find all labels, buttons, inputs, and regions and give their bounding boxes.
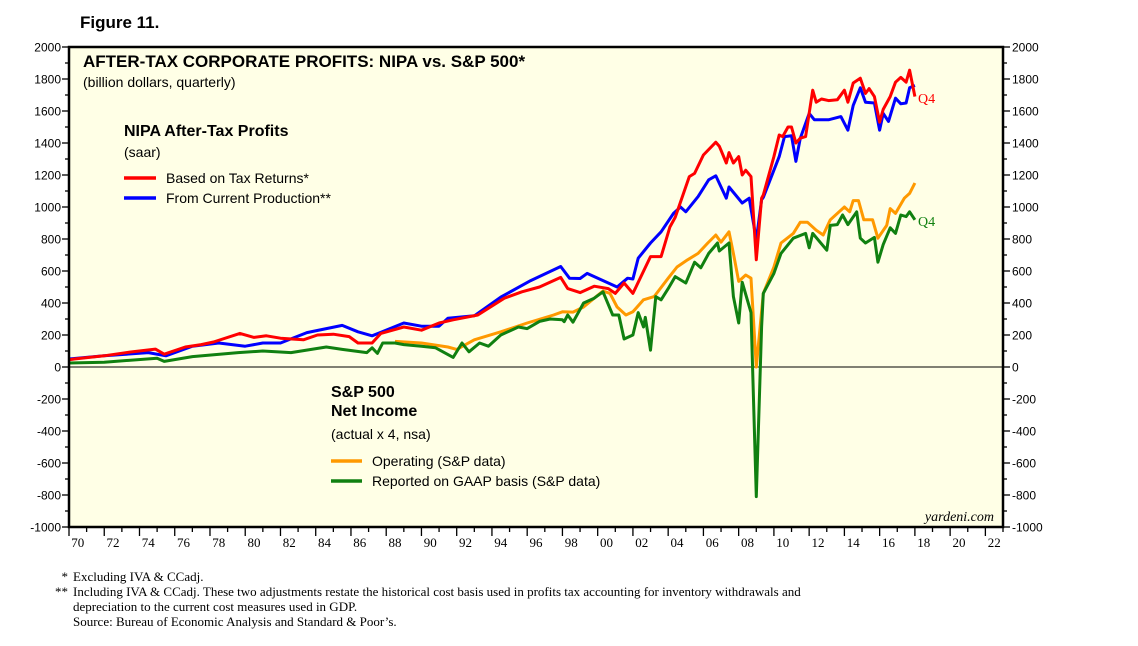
x-tick-label: 96: [530, 535, 544, 550]
series-line-operating-s-p-data: [394, 182, 917, 369]
x-tick-label: 76: [177, 535, 191, 550]
x-tick-label: 92: [459, 535, 472, 550]
x-tick-label: 88: [389, 535, 402, 550]
y-tick-label-right: 1400: [1012, 137, 1039, 151]
y-tick-label-right: 1800: [1012, 73, 1039, 87]
x-tick-label: 08: [741, 535, 754, 550]
legend-label-tax-returns: Based on Tax Returns*: [166, 170, 309, 186]
y-tick-label-left: -1000: [30, 521, 61, 535]
y-tick-label-left: 800: [41, 233, 61, 247]
x-tick-label: 10: [776, 535, 789, 550]
legend-label-operating: Operating (S&P data): [372, 453, 506, 469]
y-tick-label-right: -1000: [1012, 521, 1043, 535]
x-tick-label: 98: [565, 535, 578, 550]
x-tick-label: 84: [318, 535, 332, 550]
y-tick-label-left: 0: [54, 361, 61, 375]
footnotes: * Excluding IVA & CCadj. ** Including IV…: [55, 569, 801, 629]
y-tick-label-right: -800: [1012, 489, 1036, 503]
x-tick-label: 12: [811, 535, 824, 550]
x-tick-label: 78: [212, 535, 225, 550]
y-tick-label-left: -800: [37, 489, 61, 503]
legend-label-current-production: From Current Production**: [166, 190, 332, 206]
q4-label-green: Q4: [918, 215, 935, 230]
y-tick-label-left: 1200: [34, 169, 61, 183]
y-tick-label-right: -400: [1012, 425, 1036, 439]
y-tick-label-left: 1000: [34, 201, 61, 215]
axis-tick-labels: -1000 -1000 -800 -800 -600 -600 -400 -400 -200 -2…: [30, 41, 1043, 551]
series-line-reported-on-gaap-basis-s-p-data: [68, 210, 917, 499]
legend-sp-title-2: Net Income: [331, 403, 417, 420]
y-tick-label-left: -200: [37, 393, 61, 407]
x-tick-label: 90: [424, 535, 437, 550]
y-tick-label-left: -400: [37, 425, 61, 439]
legend-label-reported: Reported on GAAP basis (S&P data): [372, 473, 600, 489]
y-tick-label-right: 2000: [1012, 41, 1039, 55]
legend-sp-title: S&P 500: [331, 384, 395, 401]
y-tick-label-left: -600: [37, 457, 61, 471]
x-tick-label: 14: [847, 535, 861, 550]
footnote-text: Excluding IVA & CCadj.: [73, 569, 203, 584]
footnote-text: Including IVA & CCadj. These two adjustm…: [73, 584, 801, 599]
figure-label: Figure 11.: [80, 13, 159, 32]
x-tick-label: 94: [494, 535, 508, 550]
series-line-from-current-production: [68, 84, 916, 361]
y-tick-label-right: -600: [1012, 457, 1036, 471]
footnote-mark: **: [55, 584, 68, 599]
chart-subtitle: (billion dollars, quarterly): [83, 74, 236, 90]
legend-nipa-title: NIPA After-Tax Profits: [124, 123, 289, 140]
x-tick-label: 20: [952, 535, 965, 550]
x-tick-label: 80: [248, 535, 261, 550]
x-tick-label: 06: [706, 535, 720, 550]
x-tick-label: 70: [71, 535, 84, 550]
y-tick-label-left: 2000: [34, 41, 61, 55]
watermark: yardeni.com: [923, 510, 994, 525]
y-tick-label-right: 0: [1012, 361, 1019, 375]
footnote-text: Source: Bureau of Economic Analysis and …: [73, 614, 397, 629]
y-tick-label-left: 400: [41, 297, 61, 311]
x-tick-label: 18: [917, 535, 930, 550]
x-tick-label: 04: [670, 535, 684, 550]
y-tick-label-right: 600: [1012, 265, 1032, 279]
q4-label-red: Q4: [918, 92, 935, 107]
y-tick-label-left: 200: [41, 329, 61, 343]
x-tick-label: 72: [107, 535, 120, 550]
y-tick-label-right: 200: [1012, 329, 1032, 343]
y-tick-label-right: 400: [1012, 297, 1032, 311]
y-tick-label-right: -200: [1012, 393, 1036, 407]
y-tick-label-left: 1400: [34, 137, 61, 151]
x-tick-label: 02: [635, 535, 648, 550]
legend-sp-subtitle: (actual x 4, nsa): [331, 426, 431, 442]
x-tick-label: 00: [600, 535, 613, 550]
footnote-mark: *: [62, 569, 69, 584]
x-tick-label: 74: [142, 535, 156, 550]
footnote-text: depreciation to the current cost measure…: [73, 599, 357, 614]
y-tick-label-left: 600: [41, 265, 61, 279]
x-tick-label: 82: [283, 535, 296, 550]
y-tick-label-right: 1200: [1012, 169, 1039, 183]
y-tick-label-right: 1000: [1012, 201, 1039, 215]
x-tick-label: 22: [988, 535, 1001, 550]
y-tick-label-right: 800: [1012, 233, 1032, 247]
legend-nipa-subtitle: (saar): [124, 144, 161, 160]
plot-border: [67, 45, 1005, 529]
y-tick-label-right: 1600: [1012, 105, 1039, 119]
y-tick-label-left: 1600: [34, 105, 61, 119]
series-line-based-on-tax-returns: [68, 68, 917, 362]
x-tick-label: 16: [882, 535, 896, 550]
x-tick-label: 86: [353, 535, 367, 550]
chart-title: AFTER-TAX CORPORATE PROFITS: NIPA vs. S&…: [83, 52, 525, 71]
series-lines: [68, 68, 917, 499]
y-tick-label-left: 1800: [34, 73, 61, 87]
